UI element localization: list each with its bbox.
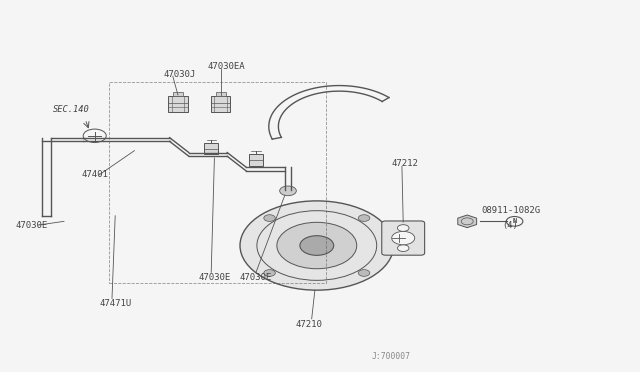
Circle shape (358, 215, 370, 221)
Bar (204, 143, 218, 154)
Circle shape (397, 225, 409, 231)
Circle shape (392, 231, 415, 245)
Circle shape (277, 222, 356, 269)
Circle shape (358, 270, 370, 276)
Circle shape (280, 186, 296, 196)
Bar (168, 96, 188, 112)
Text: SEC.140: SEC.140 (52, 105, 89, 114)
Circle shape (264, 215, 275, 221)
Circle shape (300, 236, 333, 255)
Bar (249, 154, 263, 166)
Circle shape (387, 231, 410, 245)
Text: J:700007: J:700007 (371, 352, 410, 361)
Text: 47212: 47212 (392, 159, 419, 168)
Polygon shape (458, 215, 477, 228)
Circle shape (240, 201, 394, 290)
Text: 47030EA: 47030EA (208, 62, 246, 71)
Text: 47030E: 47030E (16, 221, 48, 230)
FancyBboxPatch shape (381, 221, 425, 255)
Text: 47030E: 47030E (240, 273, 272, 282)
Text: N: N (513, 218, 516, 224)
Bar (216, 92, 225, 96)
Text: 47030E: 47030E (198, 273, 230, 282)
Bar (173, 92, 183, 96)
Text: 47401: 47401 (82, 170, 109, 179)
Circle shape (397, 245, 409, 251)
Text: 08911-1082G: 08911-1082G (481, 206, 540, 215)
Text: 47030J: 47030J (163, 70, 195, 79)
Text: 47471U: 47471U (99, 299, 131, 308)
Text: (4): (4) (502, 221, 518, 230)
Circle shape (264, 270, 275, 276)
Bar (211, 96, 230, 112)
Text: 47210: 47210 (296, 320, 323, 329)
